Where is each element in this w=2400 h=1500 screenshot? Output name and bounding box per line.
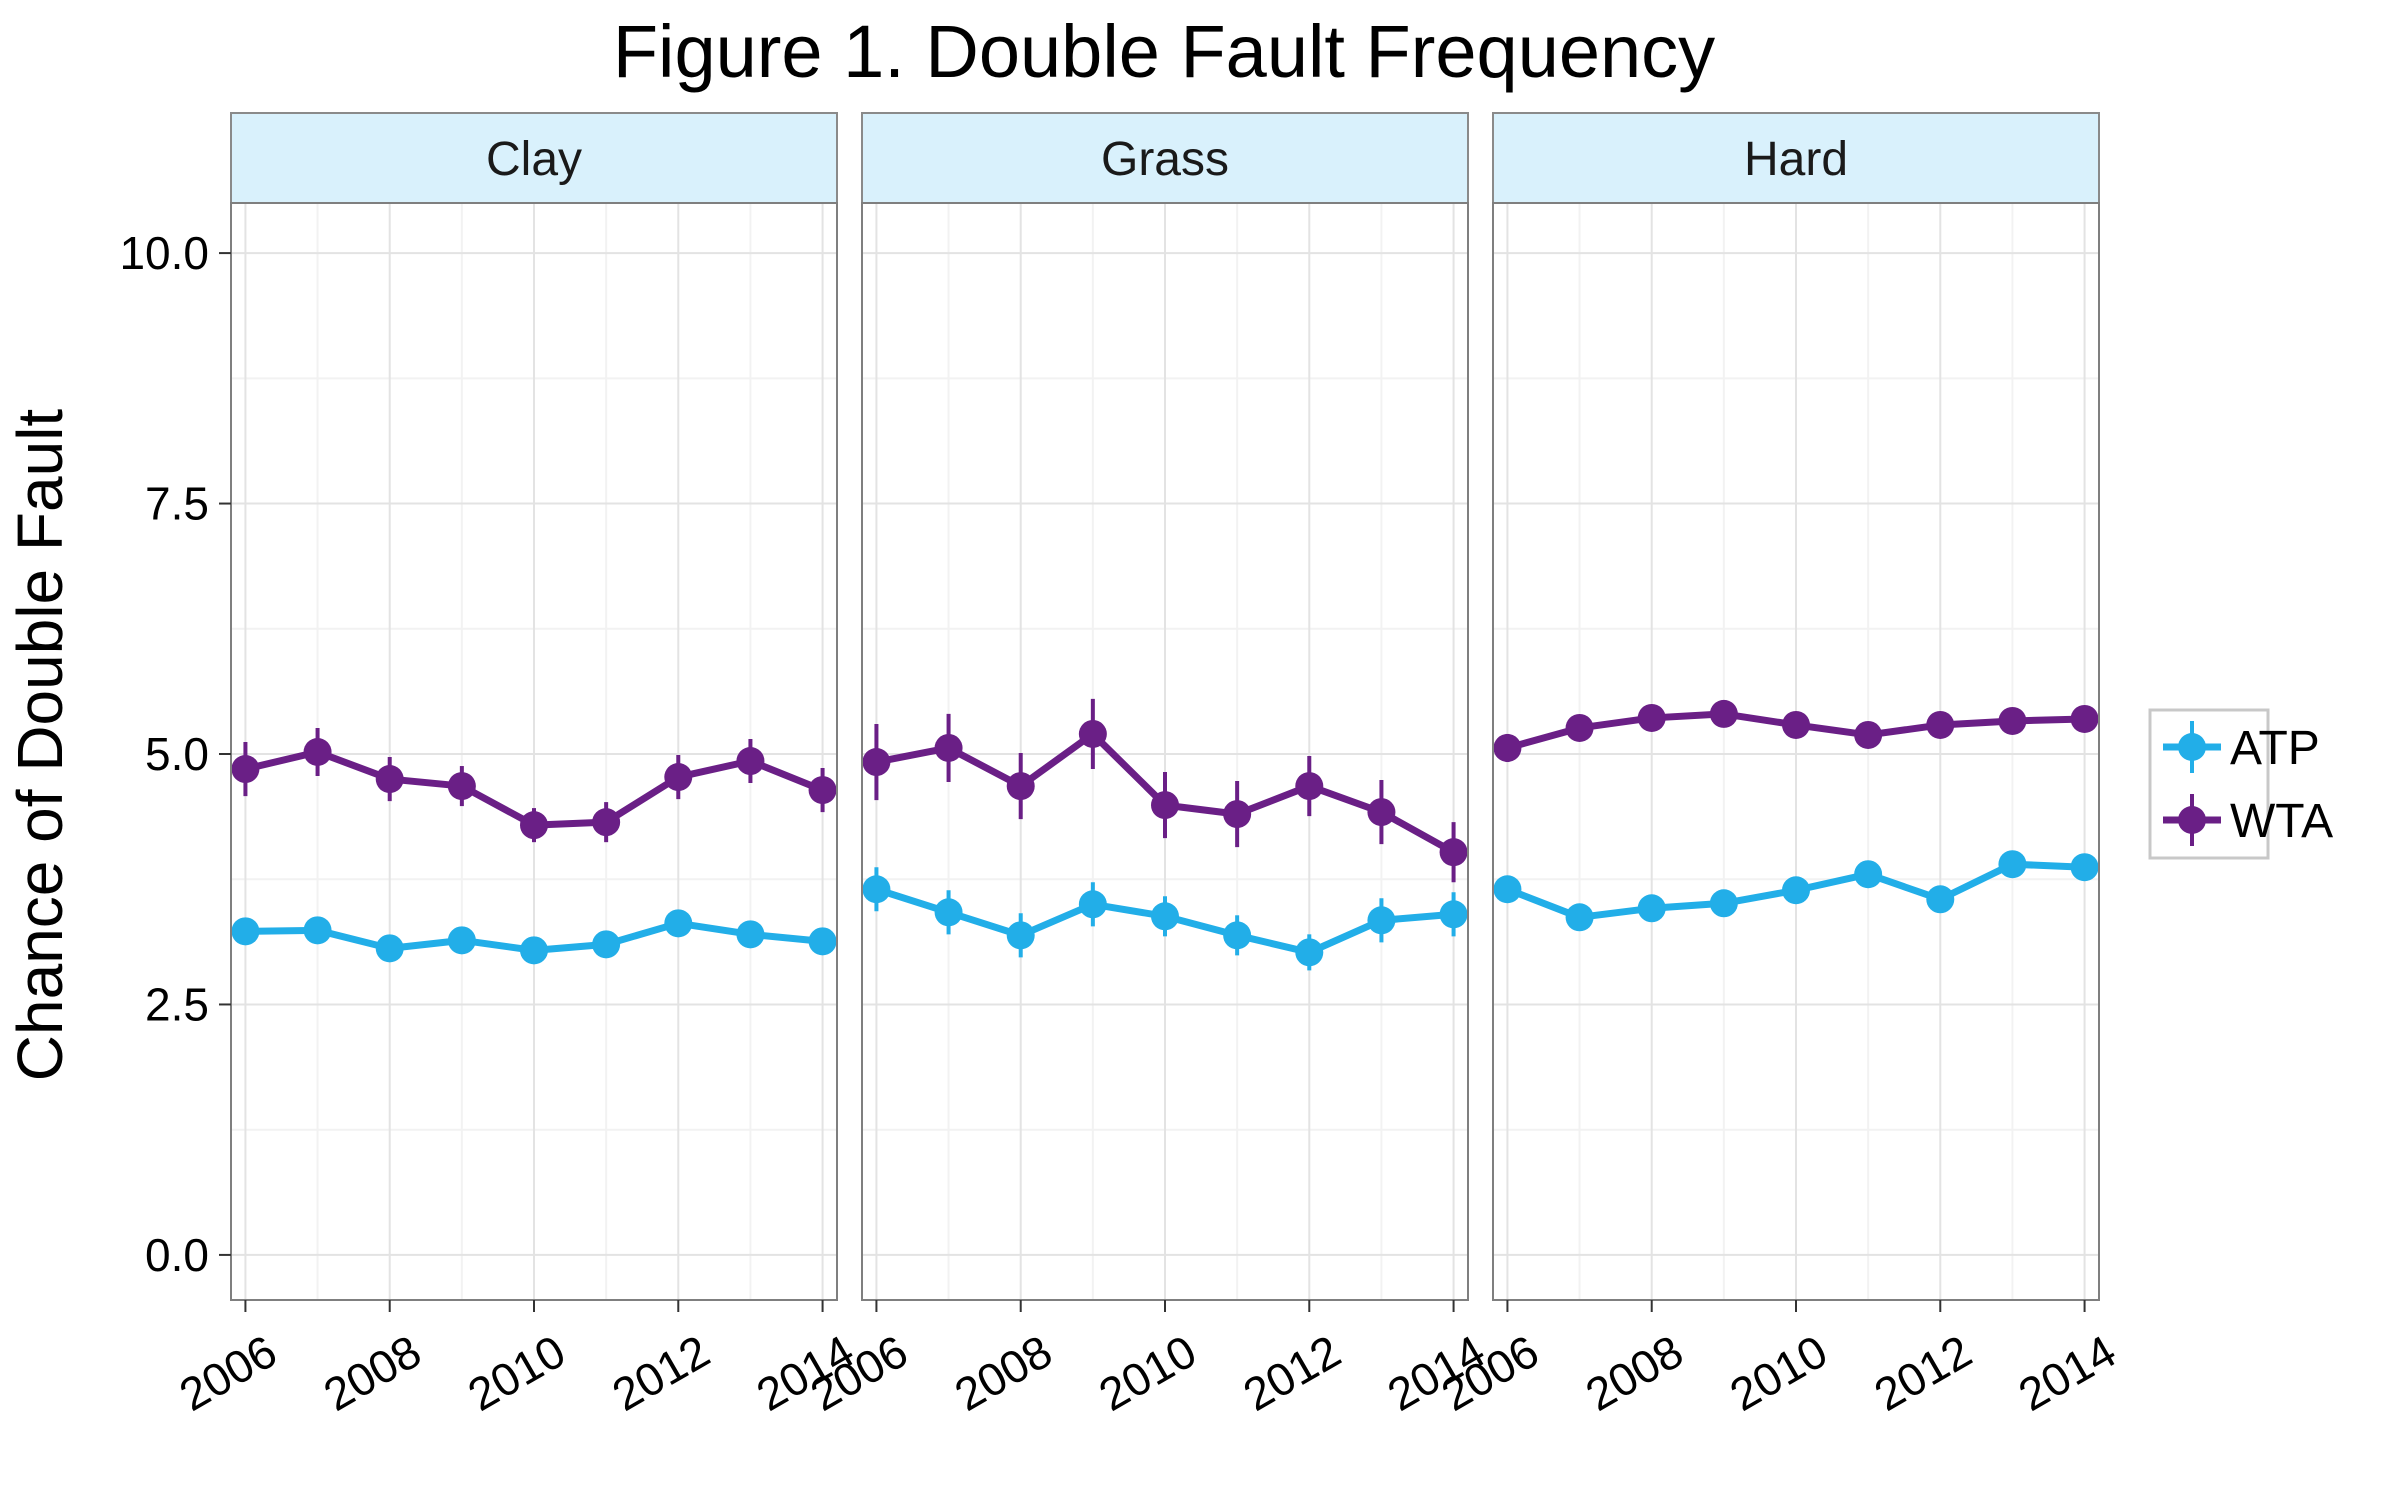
data-point-wta (1151, 791, 1179, 820)
x-tick-label: 2010 (1721, 1325, 1836, 1421)
gridlines-hard (1493, 203, 2099, 1300)
data-point-wta (1078, 719, 1107, 748)
data-point-wta (1493, 733, 1522, 762)
x-tick-label: 2014 (2010, 1325, 2125, 1421)
data-point-atp (1151, 902, 1179, 931)
x-tick-label: 2008 (315, 1325, 430, 1421)
data-point-atp (447, 926, 476, 955)
x-tick-label: 2010 (459, 1325, 574, 1421)
x-tick-label: 2012 (603, 1325, 718, 1421)
data-point-atp (1854, 860, 1883, 889)
data-point-atp (1565, 903, 1594, 932)
data-point-wta (862, 748, 891, 777)
data-point-atp (1637, 894, 1666, 923)
y-tick-label: 2.5 (145, 978, 209, 1030)
data-point-wta (808, 776, 837, 805)
legend-label-wta: WTA (2230, 795, 2333, 848)
data-point-atp (1295, 938, 1324, 967)
data-point-atp (664, 909, 693, 938)
data-point-atp (1367, 906, 1396, 935)
data-point-atp (375, 934, 404, 963)
data-point-atp (303, 916, 332, 945)
data-point-wta (664, 763, 693, 792)
data-point-wta (1998, 706, 2027, 735)
data-point-wta (1367, 798, 1396, 827)
x-tick-label: 2006 (171, 1325, 286, 1421)
facet-label-clay: Clay (486, 133, 582, 186)
x-tick-label: 2012 (1234, 1325, 1349, 1421)
series-atp-grass (862, 867, 1468, 971)
y-tick-label: 7.5 (145, 478, 209, 530)
data-point-wta (375, 765, 404, 794)
data-point-wta (1854, 720, 1883, 749)
data-point-atp (592, 930, 621, 959)
data-point-wta (1782, 710, 1810, 739)
data-point-atp (1006, 921, 1035, 950)
legend: ATP WTA (2148, 708, 2333, 860)
data-point-atp (1926, 885, 1955, 914)
data-point-wta (1439, 838, 1468, 867)
series-wta-hard (1493, 699, 2099, 763)
data-point-atp (231, 917, 260, 946)
data-point-wta (2070, 704, 2099, 733)
data-point-atp (2070, 853, 2099, 882)
facet-strip-hard (1492, 112, 2100, 204)
x-tick-label: 2010 (1090, 1325, 1205, 1421)
facet-strip-clay (230, 112, 838, 204)
chart-title: Figure 1. Double Fault Frequency (613, 10, 1715, 93)
legend-key-point-wta (2178, 806, 2206, 834)
x-tick-label: 2012 (1865, 1325, 1980, 1421)
data-point-wta (1295, 772, 1324, 801)
data-point-wta (1565, 713, 1594, 742)
facet-label-grass: Grass (1101, 133, 1229, 186)
x-tick-label: 2008 (946, 1325, 1061, 1421)
data-point-wta (934, 733, 963, 762)
gridlines-grass (862, 203, 1468, 1300)
data-point-atp (1998, 850, 2027, 879)
data-point-wta (592, 808, 621, 837)
data-point-atp (1439, 900, 1468, 929)
data-point-atp (1493, 875, 1522, 904)
data-point-atp (1078, 890, 1107, 919)
y-axis-title: Chance of Double Fault (4, 409, 76, 1082)
data-point-wta (1926, 710, 1955, 739)
facet-strip-grass (861, 112, 1469, 204)
data-point-wta (1709, 699, 1738, 728)
y-tick-label: 0.0 (145, 1229, 209, 1281)
series-atp-hard (1493, 850, 2099, 932)
legend-label-atp: ATP (2230, 722, 2320, 775)
y-tick-label: 10.0 (119, 227, 209, 279)
data-point-atp (520, 936, 548, 965)
data-point-wta (1637, 703, 1666, 732)
series-atp-clay (231, 909, 837, 965)
data-point-atp (862, 875, 891, 904)
data-point-atp (1782, 876, 1810, 905)
data-point-wta (736, 747, 765, 776)
data-point-atp (1223, 921, 1252, 950)
data-point-wta (303, 738, 332, 767)
series-wta-clay (231, 727, 837, 843)
data-point-wta (447, 772, 476, 801)
x-tick-label: 2008 (1577, 1325, 1692, 1421)
data-point-atp (934, 898, 963, 927)
y-tick-label: 5.0 (145, 728, 209, 780)
data-point-wta (1223, 800, 1252, 829)
data-point-atp (1709, 889, 1738, 918)
data-point-atp (808, 927, 837, 956)
data-point-atp (736, 920, 765, 949)
legend-box (2148, 708, 2270, 860)
data-point-wta (231, 755, 260, 784)
data-point-wta (520, 811, 548, 840)
legend-key-point-atp (2178, 733, 2206, 761)
facet-label-hard: Hard (1744, 133, 1848, 186)
series-wta-grass (862, 698, 1468, 883)
data-point-wta (1006, 772, 1035, 801)
